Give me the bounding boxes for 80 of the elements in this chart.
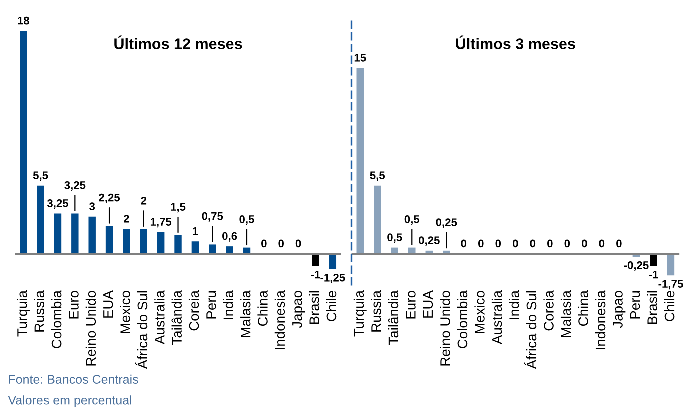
data-label: 1	[193, 228, 198, 236]
data-label: -0,25	[624, 262, 649, 272]
x-tick-label: Australia	[492, 290, 502, 345]
data-label: 0	[296, 240, 302, 248]
data-label: 1,75	[150, 218, 172, 228]
x-tick-label: Mexico	[120, 291, 130, 334]
text: Últimos 12 meses	[114, 36, 242, 50]
data-label: 5,5	[370, 172, 386, 182]
data-label: 0,75	[202, 212, 224, 222]
data-label: 0	[278, 240, 284, 248]
data-label: -1,75	[658, 280, 683, 290]
data-label: 0	[496, 240, 502, 248]
x-tick-label: Coreia	[544, 290, 554, 331]
x-tick-label: Australia	[154, 290, 165, 345]
x-tick-label: Japao	[292, 291, 306, 328]
data-label: 5,5	[33, 172, 48, 182]
data-label: 2	[141, 196, 147, 205]
data-label: 1,5	[171, 203, 186, 213]
data-label: 0	[530, 240, 536, 248]
x-tick-label: Colombia	[457, 290, 468, 348]
x-tick-label: Coreia	[188, 290, 200, 331]
source-note: Fonte: Bancos Centrais	[9, 374, 138, 384]
x-tick-label: EUA	[423, 290, 434, 318]
data-label: 2,25	[99, 194, 120, 204]
x-tick-label: India	[509, 290, 520, 320]
x-tick-label: EUA	[104, 290, 114, 318]
data-label: 0	[478, 240, 484, 248]
x-tick-label: Russia	[34, 290, 45, 332]
x-tick-label: Japao	[613, 291, 626, 328]
data-label: 0	[582, 240, 588, 248]
x-tick-label: Malasia	[240, 290, 251, 338]
data-label: -1	[649, 270, 658, 279]
data-label: 0	[262, 240, 267, 248]
x-tick-label: Turquia	[17, 290, 30, 337]
data-label: 0,6	[222, 232, 238, 242]
data-label: 0	[513, 240, 518, 248]
x-tick-label: Chile	[326, 291, 337, 322]
x-tick-label: Tailândia	[172, 290, 182, 346]
x-tick-label: Malasia	[560, 290, 572, 338]
text: Valores em percentual	[8, 396, 132, 408]
x-tick-label: Peru	[206, 291, 216, 319]
data-label: 2	[124, 215, 130, 223]
x-tick-label: China	[258, 290, 268, 326]
data-label: 3,25	[47, 200, 68, 210]
x-tick-label: Indonesia	[274, 290, 286, 350]
x-tick-label: Indonesia	[595, 290, 606, 350]
data-label: 0,25	[419, 236, 440, 246]
x-tick-label: Chile	[664, 291, 675, 322]
x-tick-label: Russia	[371, 290, 382, 332]
data-label: 0	[548, 240, 553, 248]
text: Últimos 3 meses	[456, 36, 576, 50]
x-tick-label: Brasil	[309, 291, 320, 324]
x-tick-label: Reino Unido	[86, 291, 96, 366]
data-label: 0,5	[404, 216, 420, 226]
x-tick-label: Mexico	[474, 291, 485, 334]
x-tick-label: Euro	[406, 291, 416, 319]
x-tick-label: China	[578, 290, 588, 326]
data-label: 0,5	[240, 216, 254, 226]
x-tick-label: África do Sul	[524, 291, 537, 370]
data-label: 0,25	[436, 218, 458, 228]
x-tick-label: Brasil	[647, 291, 658, 324]
x-tick-label: Peru	[630, 291, 640, 319]
data-label: 3	[90, 202, 96, 211]
data-label: -1,25	[320, 274, 346, 284]
x-tick-label: Euro	[69, 291, 79, 319]
data-label: 0	[616, 240, 622, 248]
x-tick-label: Colombia	[52, 290, 62, 348]
x-tick-label: Tailândia	[388, 290, 399, 346]
data-label: 0	[599, 240, 605, 248]
x-tick-label: Reino Unido	[440, 291, 450, 366]
data-label: 0,5	[388, 234, 402, 244]
data-label: 0	[461, 240, 467, 248]
x-tick-label: India	[223, 290, 234, 320]
data-label: 18	[18, 16, 30, 25]
data-label: 15	[354, 54, 366, 62]
data-label: -1	[311, 270, 320, 279]
x-tick-label: Turquia	[354, 290, 367, 337]
x-tick-label: África do Sul	[135, 291, 148, 370]
data-label: 0	[564, 240, 570, 248]
data-label: 3,25	[64, 181, 86, 191]
